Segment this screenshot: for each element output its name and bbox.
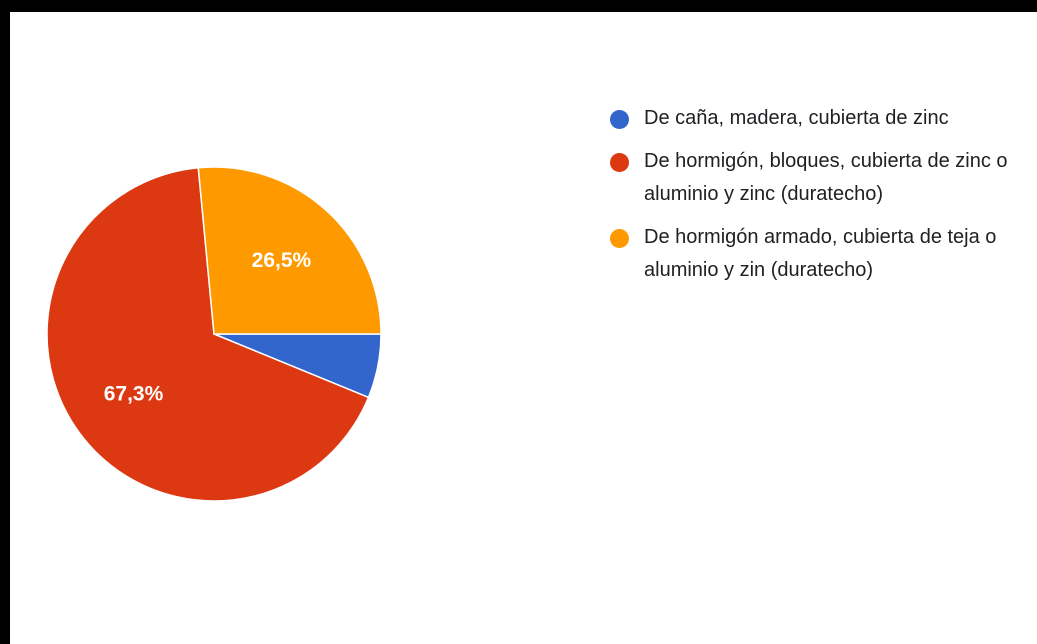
legend-item-hormigon-armado: De hormigón armado, cubierta de teja o a… — [610, 221, 1030, 287]
pie-slice-2 — [46, 166, 370, 502]
legend: De caña, madera, cubierta de zinc De hor… — [610, 102, 1030, 297]
legend-label-cana-madera: De caña, madera, cubierta de zinc — [644, 107, 949, 129]
legend-swatch-hormigon-armado — [610, 229, 629, 248]
legend-swatch-cana-madera — [610, 110, 629, 129]
legend-label-hormigon-bloques: De hormigón, bloques, cubierta de zinc o… — [644, 150, 1008, 205]
pie-slice-label-2: 67,3% — [104, 383, 164, 406]
legend-item-hormigon-bloques: De hormigón, bloques, cubierta de zinc o… — [610, 145, 1030, 211]
legend-item-cana-madera: De caña, madera, cubierta de zinc — [610, 102, 1030, 135]
pie-chart: 67,3% 26,5% — [46, 166, 382, 502]
legend-swatch-hormigon-bloques — [610, 153, 629, 172]
pie-slices — [46, 166, 382, 502]
pie-slice-label-3: 26,5% — [252, 249, 312, 272]
legend-label-hormigon-armado: De hormigón armado, cubierta de teja o a… — [644, 226, 997, 281]
chart-frame: 67,3% 26,5% De caña, madera, cubierta de … — [10, 12, 1037, 644]
pie-slice-3 — [197, 166, 382, 335]
pie-slice-labels: 67,3% 26,5% — [104, 249, 312, 406]
